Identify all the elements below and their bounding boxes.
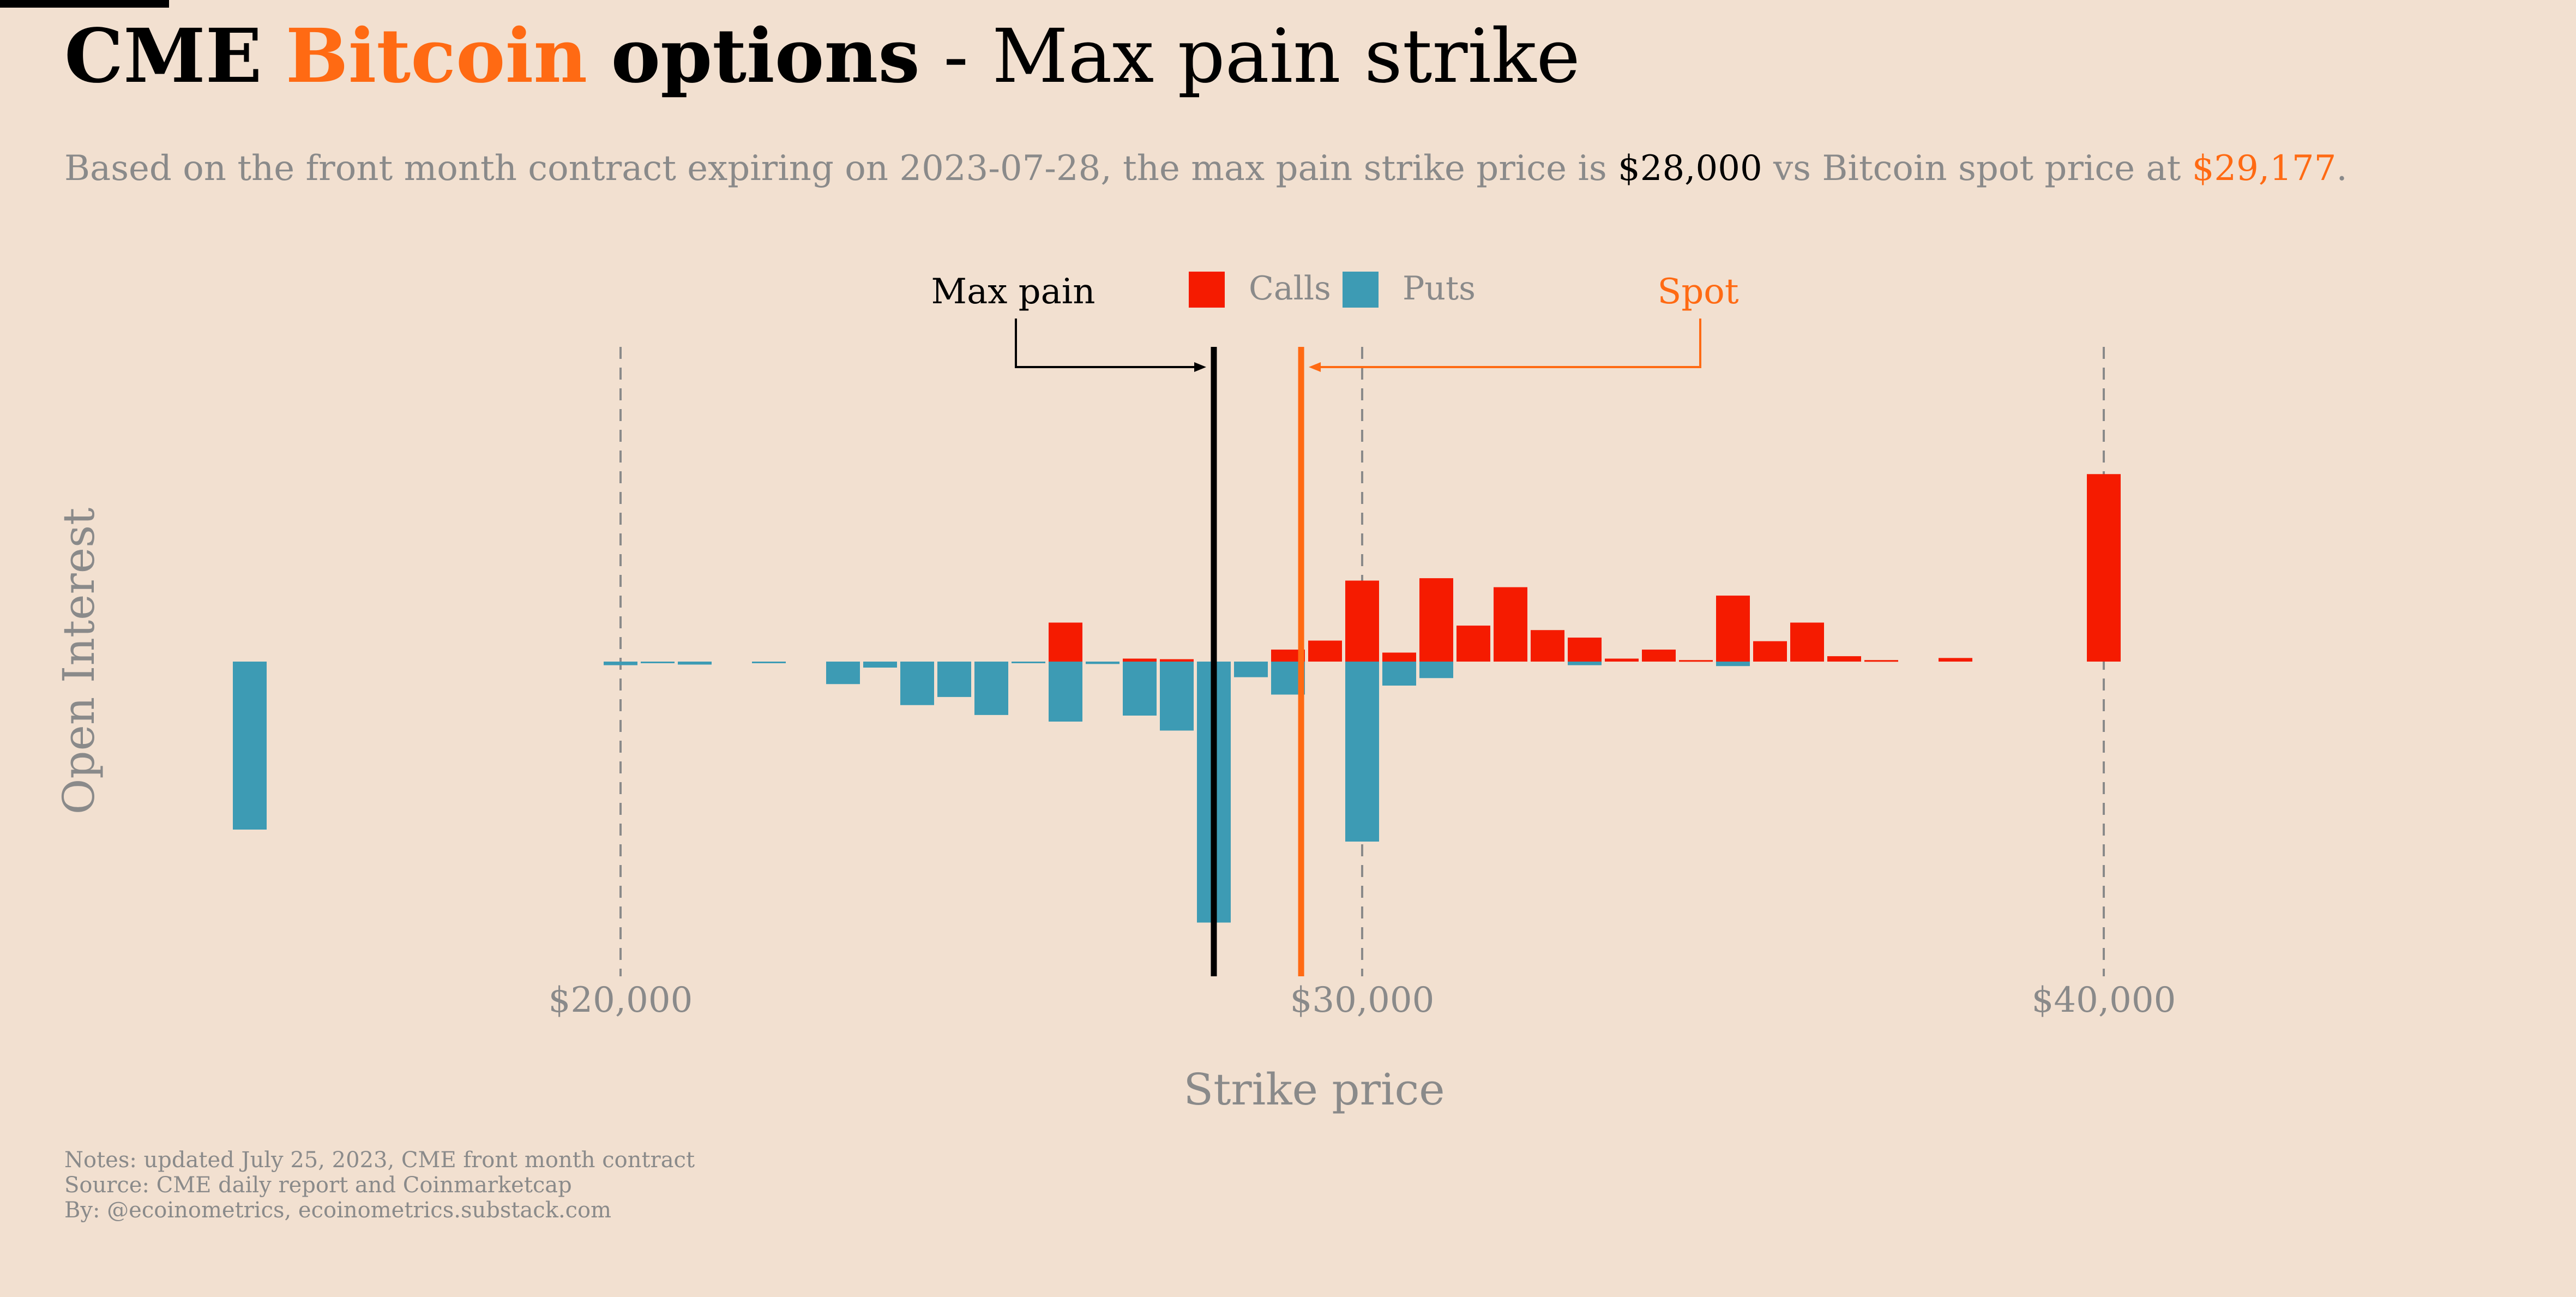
- puts-bar: [1419, 662, 1453, 678]
- puts-bar: [900, 662, 934, 705]
- spot-arrow: [1320, 319, 1701, 368]
- max-pain-arrowhead: [1194, 362, 1206, 372]
- x-tick-label: $20,000: [549, 980, 693, 1020]
- legend-puts-label: Puts: [1403, 269, 1476, 308]
- notes-line-3: By: @ecoinometrics, ecoinometrics.substa…: [64, 1198, 612, 1223]
- x-tick-label: $30,000: [1290, 980, 1435, 1020]
- subtitle-max-pain-value: $28,000: [1618, 148, 1762, 189]
- calls-bar: [1531, 630, 1564, 662]
- title-bitcoin: Bitcoin: [285, 13, 588, 100]
- calls-bar: [1494, 587, 1527, 662]
- legend-calls-swatch: [1189, 272, 1225, 308]
- puts-bar: [937, 662, 971, 697]
- subtitle-end: .: [2336, 148, 2348, 189]
- notes-line-2: Source: CME daily report and Coinmarketc…: [64, 1173, 572, 1198]
- x-axis-label: Strike price: [1183, 1064, 1445, 1115]
- calls-bar: [2087, 474, 2121, 662]
- bars-group: [233, 474, 2121, 923]
- legend-puts-swatch: [1343, 272, 1379, 308]
- puts-bar: [1012, 662, 1045, 663]
- calls-bar: [1568, 638, 1602, 662]
- chart-subtitle: Based on the front month contract expiri…: [64, 148, 2348, 189]
- calls-bar: [1679, 660, 1713, 662]
- legend: Calls Puts: [1189, 269, 1476, 308]
- top-accent-bar: [0, 0, 169, 8]
- x-tick-label: $40,000: [2032, 980, 2176, 1020]
- puts-bar: [1345, 662, 1379, 842]
- calls-bar: [1642, 650, 1676, 662]
- puts-bar: [974, 662, 1008, 715]
- spot-annotation: Spot: [1657, 272, 1738, 312]
- calls-bar: [1753, 641, 1787, 662]
- puts-bar: [1049, 662, 1082, 722]
- puts-bar: [233, 662, 267, 830]
- puts-bar: [1086, 662, 1120, 664]
- puts-bar: [826, 662, 860, 684]
- notes-line-1: Notes: updated July 25, 2023, CME front …: [64, 1148, 695, 1173]
- legend-calls-label: Calls: [1249, 269, 1331, 308]
- calls-bar: [1864, 660, 1898, 662]
- puts-bar: [1382, 662, 1416, 686]
- max-pain-annotation: Max pain: [931, 272, 1096, 312]
- calls-bar: [1123, 658, 1157, 662]
- x-tick-labels: $20,000 $30,000 $40,000: [549, 980, 2176, 1020]
- puts-bar: [604, 662, 637, 665]
- calls-bar: [1160, 659, 1194, 662]
- calls-bar: [1271, 650, 1305, 662]
- calls-bar: [1716, 596, 1750, 662]
- title-cme: CME: [64, 13, 262, 100]
- calls-bar: [1605, 658, 1639, 662]
- puts-bar: [1716, 662, 1750, 666]
- puts-bar: [641, 662, 675, 663]
- puts-bar: [1568, 662, 1602, 665]
- puts-bar: [863, 662, 897, 668]
- puts-bar: [1123, 662, 1157, 716]
- spot-arrowhead: [1309, 362, 1321, 372]
- subtitle-spot-value: $29,177: [2192, 148, 2337, 189]
- calls-bar: [1308, 640, 1342, 662]
- calls-bar: [1419, 578, 1453, 662]
- calls-bar: [1790, 622, 1824, 662]
- calls-bar: [1939, 658, 1972, 662]
- chart-notes: Notes: updated July 25, 2023, CME front …: [64, 1148, 695, 1223]
- subtitle-text-1: Based on the front month contract expiri…: [64, 148, 1618, 189]
- reference-lines: Max pain Spot: [931, 272, 1739, 976]
- calls-bar: [1456, 626, 1490, 662]
- puts-bar: [1234, 662, 1268, 677]
- subtitle-text-2: vs Bitcoin spot price at: [1762, 148, 2192, 189]
- y-axis-label: Open Interest: [53, 508, 104, 815]
- calls-bar: [1827, 656, 1861, 662]
- calls-bar: [1382, 652, 1416, 662]
- max-pain-arrow: [1015, 319, 1195, 368]
- calls-bar: [1049, 622, 1082, 662]
- puts-bar: [1160, 662, 1194, 731]
- title-options: options: [611, 13, 920, 100]
- chart-title: CME Bitcoin options - Max pain strike: [64, 12, 1580, 101]
- calls-bar: [1345, 580, 1379, 662]
- puts-bar: [752, 662, 786, 663]
- puts-bar: [678, 662, 712, 665]
- title-suffix: - Max pain strike: [919, 14, 1580, 100]
